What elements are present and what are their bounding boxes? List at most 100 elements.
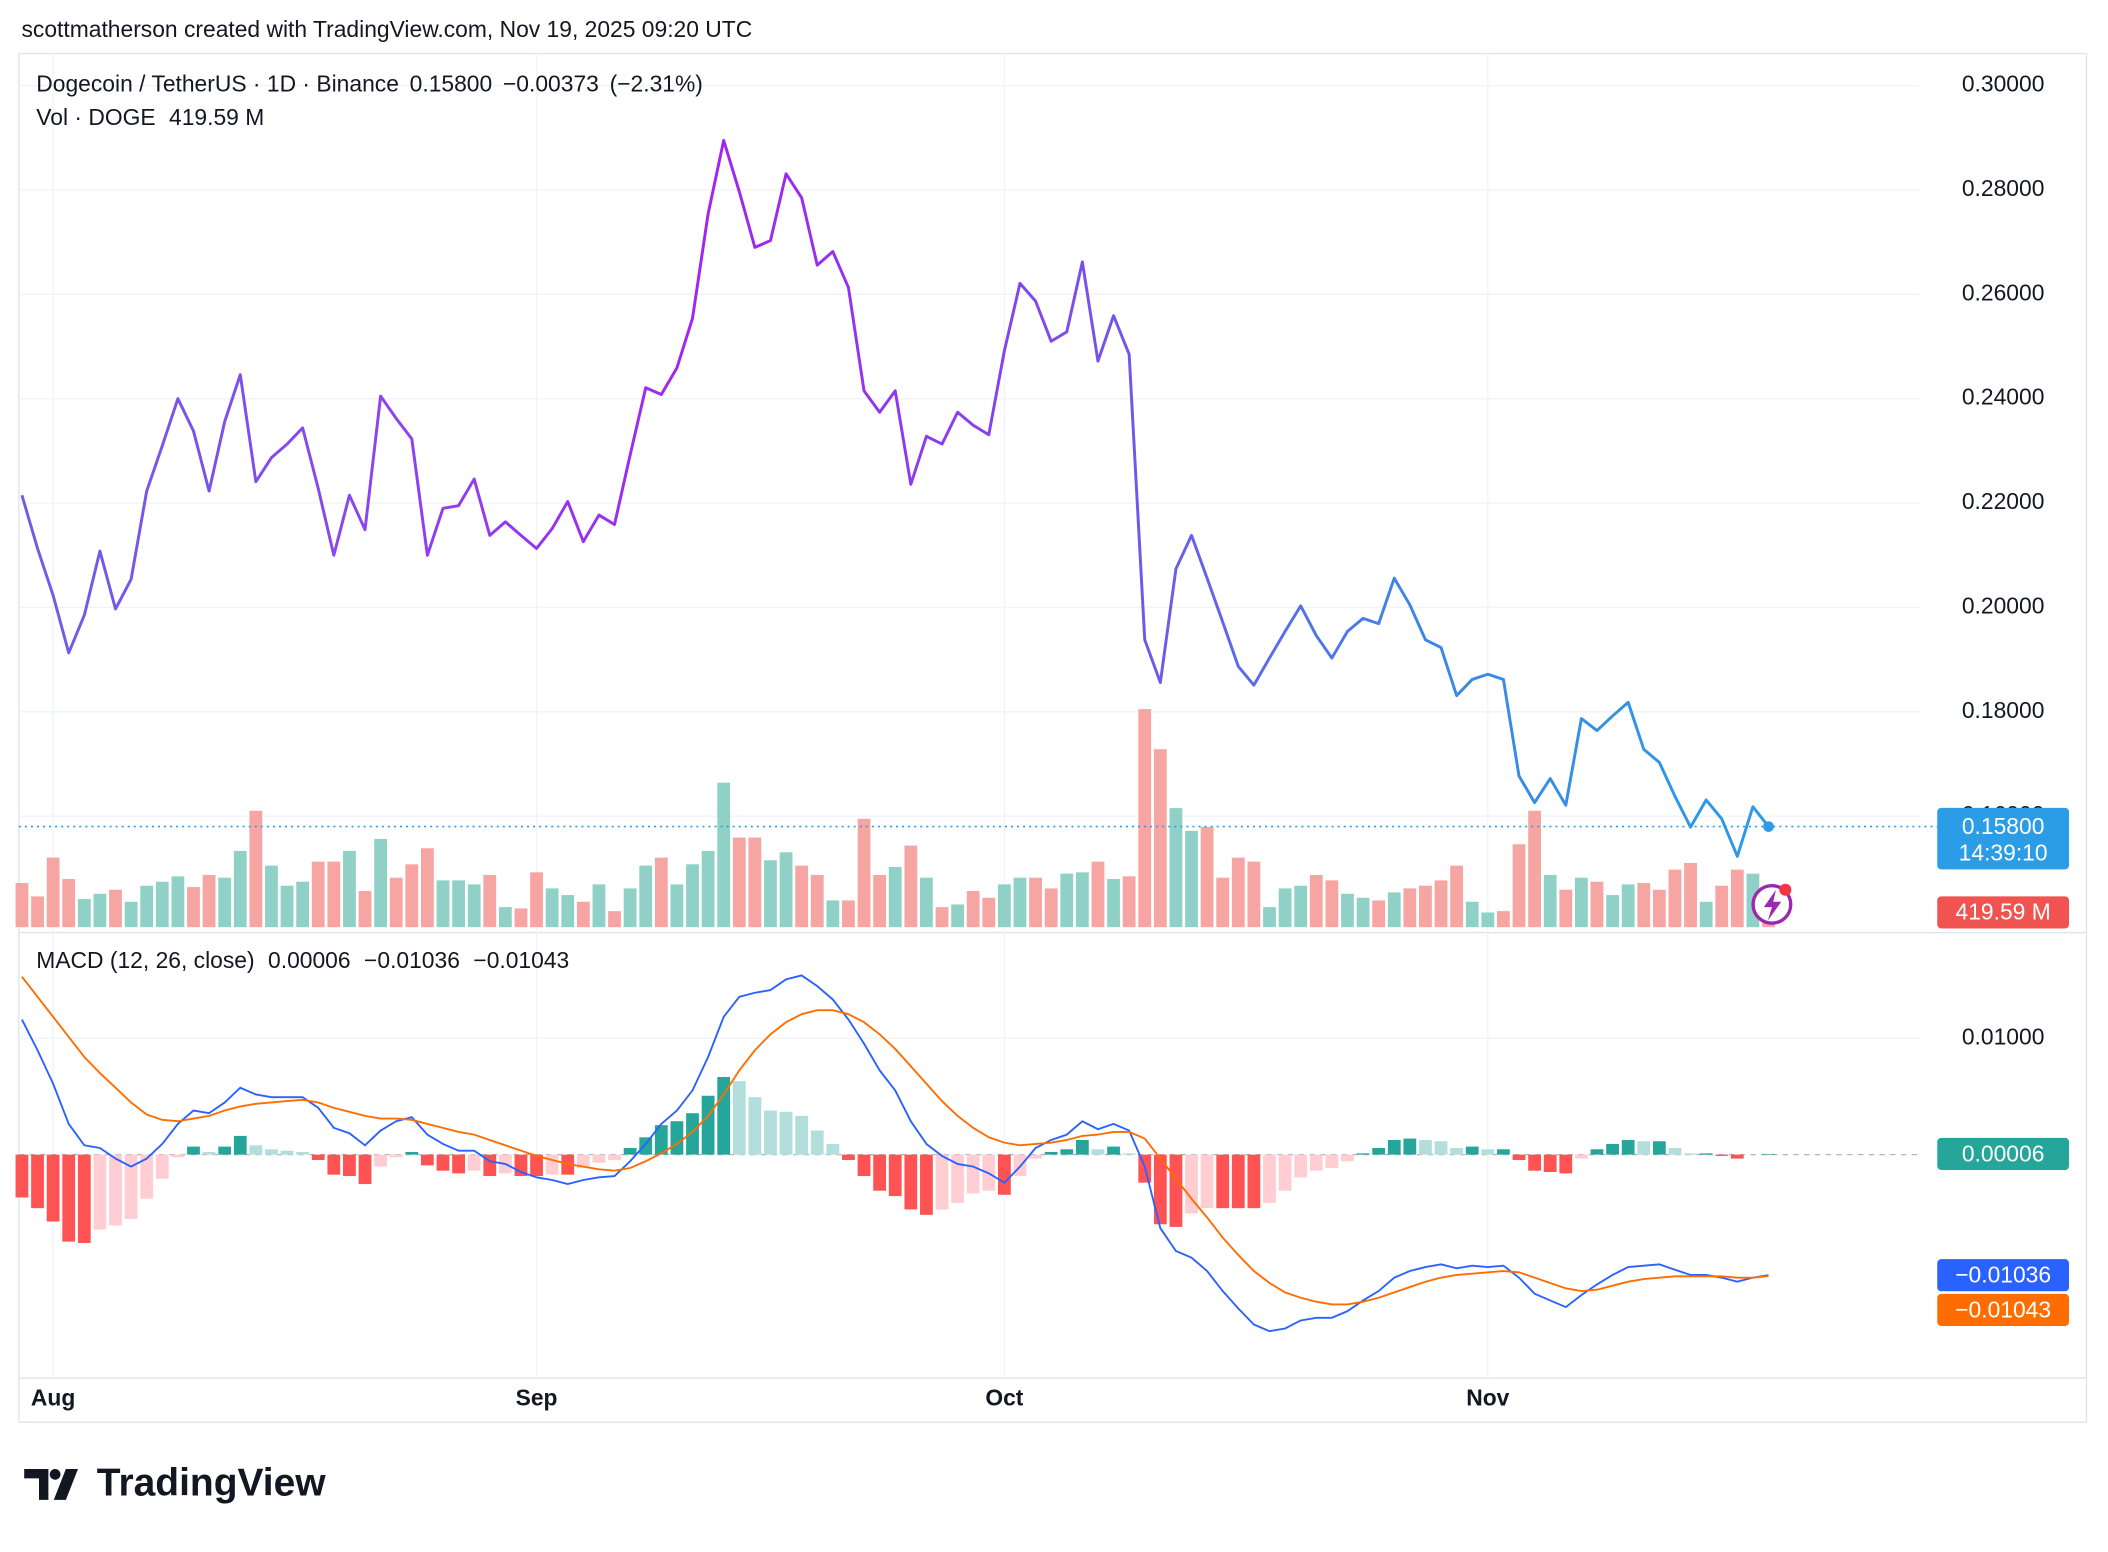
macd-layer <box>15 974 1920 1333</box>
histogram-bar <box>1356 1153 1370 1155</box>
volume-bar <box>670 884 684 928</box>
volume-bar <box>1465 901 1479 928</box>
volume-bar <box>140 885 154 928</box>
histogram-bar <box>1559 1154 1573 1174</box>
volume-bar <box>1715 885 1729 928</box>
volume-bar <box>1013 877 1027 928</box>
histogram-bar <box>1434 1141 1448 1155</box>
histogram-bar <box>842 1154 855 1160</box>
volume-bar <box>327 861 341 928</box>
grid-layer <box>18 53 1920 1379</box>
histogram-bar <box>748 1097 762 1155</box>
histogram-bar <box>452 1154 465 1174</box>
x-tick-label: Aug <box>31 1385 75 1411</box>
histogram-bar <box>1107 1146 1120 1155</box>
histogram-bar <box>218 1146 232 1155</box>
histogram-bar <box>280 1150 294 1155</box>
volume-bar <box>623 888 637 928</box>
histogram-bar <box>155 1154 169 1179</box>
price-tag <box>1937 1259 2070 1292</box>
volume-bar <box>436 880 450 928</box>
volume-bar <box>1075 872 1089 928</box>
change: −0.00373 <box>503 71 599 97</box>
histogram-bar <box>1247 1154 1261 1209</box>
volume-bar <box>1231 857 1245 928</box>
histogram-bar <box>639 1137 653 1155</box>
volume-bar <box>1512 844 1526 928</box>
volume-bar <box>265 865 278 928</box>
volume-bar <box>77 899 91 928</box>
histogram-bar <box>374 1154 388 1167</box>
volume-bar <box>374 838 388 928</box>
volume-bar <box>1107 879 1120 928</box>
histogram-bar <box>1621 1139 1635 1155</box>
histogram-bar <box>1231 1154 1245 1209</box>
histogram-bar <box>1637 1141 1651 1155</box>
volume-bar <box>795 865 809 928</box>
histogram-bar <box>109 1154 122 1226</box>
frame <box>18 52 2088 1423</box>
volume-bar <box>31 896 44 928</box>
logo-mark <box>24 1469 49 1500</box>
volume-bar <box>1356 897 1370 928</box>
volume-bar <box>1122 876 1136 928</box>
histogram-bar <box>1185 1154 1198 1214</box>
volume-bar <box>514 908 528 928</box>
histogram-bar <box>1216 1154 1230 1209</box>
alert-icon-bolt <box>1763 889 1782 921</box>
histogram-bar <box>779 1111 793 1155</box>
label-layer: AugSepOctNov0.160000.180000.200000.22000… <box>31 71 2044 1411</box>
y-tick-label: 0.24000 <box>1962 384 2045 410</box>
price-tag-label: 0.15800 <box>1962 813 2045 839</box>
volume-bar <box>483 875 497 928</box>
histogram-bar <box>389 1154 403 1158</box>
histogram-bar <box>997 1154 1011 1195</box>
volume-bar <box>1543 875 1557 928</box>
histogram-bar <box>732 1081 746 1155</box>
volume-bar <box>218 877 232 928</box>
histogram-bar <box>1512 1154 1526 1160</box>
histogram-bar <box>1060 1149 1074 1155</box>
histogram-bar <box>1044 1151 1058 1155</box>
y-tick-label: 0.26000 <box>1962 279 2045 305</box>
y-tick-label: 0.30000 <box>1962 71 2045 97</box>
histogram-bar <box>77 1154 91 1243</box>
tag-label: −0.01043 <box>1955 1296 2051 1322</box>
histogram-bar <box>904 1154 918 1210</box>
histogram-bar <box>1481 1149 1495 1155</box>
volume-bar <box>171 876 185 928</box>
volume-bar <box>1699 901 1713 928</box>
histogram-bar <box>1341 1154 1354 1162</box>
histogram-bar <box>1294 1154 1308 1178</box>
histogram-bar <box>810 1130 824 1155</box>
histogram-bar <box>1153 1154 1167 1225</box>
histogram-bar <box>421 1154 434 1166</box>
histogram-bar <box>530 1154 543 1177</box>
volume-bar <box>1528 810 1541 928</box>
histogram-bar <box>1699 1153 1713 1155</box>
volume-bar <box>920 877 933 928</box>
histogram-bar <box>1029 1154 1042 1159</box>
histogram-bar <box>873 1154 887 1191</box>
last-price: 0.15800 <box>410 71 493 97</box>
logo-text: TradingView <box>97 1461 327 1504</box>
histogram-bar <box>1325 1154 1339 1169</box>
volume-bar <box>1372 900 1386 928</box>
histogram-bar <box>1730 1154 1744 1159</box>
last-price-dot <box>1763 821 1774 832</box>
histogram-bar <box>623 1148 637 1155</box>
volume-bar <box>1559 889 1573 928</box>
volume-bar <box>1387 892 1401 928</box>
line-layer <box>18 138 1938 858</box>
histogram-bar <box>249 1145 263 1155</box>
price-tag <box>1937 807 2070 870</box>
histogram-bar <box>576 1154 590 1169</box>
volume-bar <box>1060 873 1074 928</box>
signal-line <box>21 976 1769 1306</box>
volume-bar <box>421 848 434 928</box>
volume-bar <box>1434 880 1448 928</box>
macd-value: −0.01036 <box>364 947 460 973</box>
volume-bar <box>982 897 996 928</box>
y-tick-label: 0.20000 <box>1962 592 2045 618</box>
volume-name: Vol · DOGE <box>36 104 155 130</box>
